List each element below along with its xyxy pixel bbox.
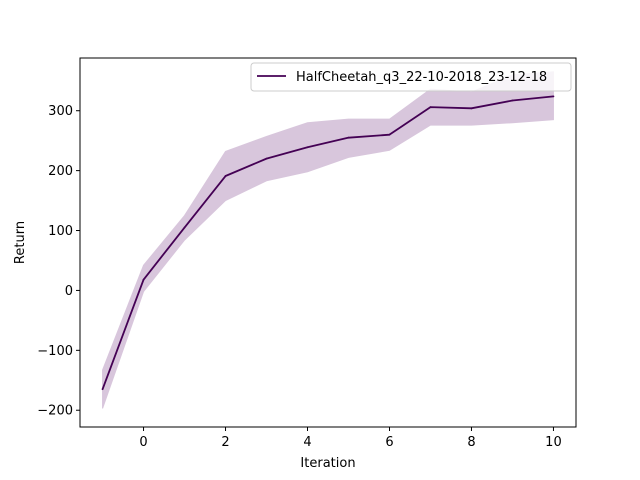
legend-box <box>250 62 572 92</box>
x-tick-label: 0 <box>139 435 147 450</box>
y-tick-label: −200 <box>37 404 73 419</box>
data-point <box>265 157 268 160</box>
x-tick-label: 10 <box>545 435 562 450</box>
data-point <box>388 133 391 136</box>
confidence-band <box>102 71 554 409</box>
x-tick-label: 8 <box>467 435 475 450</box>
x-tick-label: 6 <box>385 435 393 450</box>
y-axis-label: Return <box>13 221 28 264</box>
data-point <box>224 175 227 177</box>
data-point <box>183 226 186 229</box>
data-point <box>552 95 555 98</box>
data-point <box>511 99 514 102</box>
y-tick-label: 300 <box>48 104 73 119</box>
series-line-layer <box>101 95 555 391</box>
data-point <box>101 388 104 391</box>
legend-label: HalfCheetah_q3_22-10-2018_23-12-18 <box>296 70 547 85</box>
confidence-band-layer <box>102 71 554 409</box>
data-point <box>347 136 350 139</box>
y-tick-label: −100 <box>37 344 73 359</box>
series-line <box>101 95 554 390</box>
legend: HalfCheetah_q3_22-10-2018_23-12-18 <box>250 62 572 92</box>
x-axis-label: Iteration <box>300 456 355 471</box>
y-tick-label: 0 <box>65 284 73 299</box>
data-point <box>306 146 309 149</box>
y-axis-ticks: −200 −100 0 100 200 300 <box>37 104 80 419</box>
data-point <box>429 106 432 109</box>
x-tick-label: 2 <box>221 435 229 450</box>
x-axis-ticks: 0 2 4 6 8 10 <box>139 427 562 450</box>
y-tick-label: 100 <box>48 224 73 239</box>
data-point <box>142 278 145 281</box>
axes-frame <box>79 57 577 428</box>
x-tick-label: 4 <box>303 435 311 450</box>
y-tick-label: 200 <box>48 164 73 179</box>
data-point <box>470 107 473 110</box>
